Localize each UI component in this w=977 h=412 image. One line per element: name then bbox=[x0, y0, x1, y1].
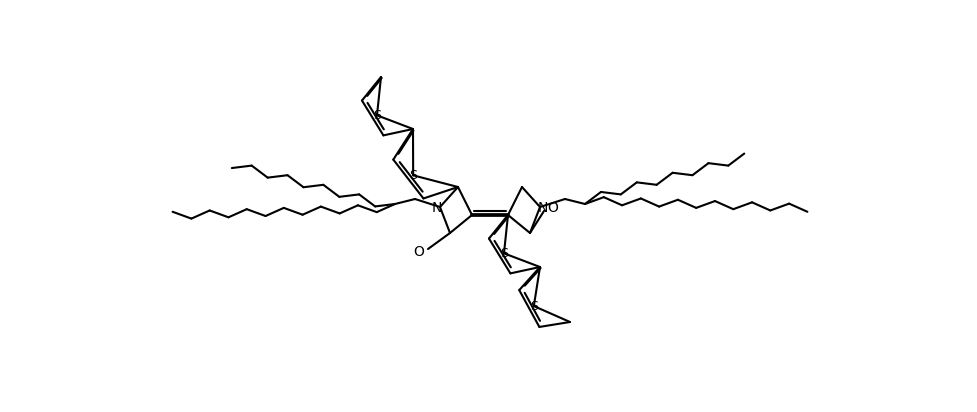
Text: S: S bbox=[499, 247, 507, 260]
Text: N: N bbox=[432, 201, 442, 215]
Text: O: O bbox=[547, 201, 558, 215]
Text: S: S bbox=[408, 169, 417, 182]
Text: S: S bbox=[372, 109, 381, 122]
Text: S: S bbox=[530, 300, 537, 313]
Text: O: O bbox=[413, 245, 424, 259]
Text: N: N bbox=[537, 201, 548, 215]
